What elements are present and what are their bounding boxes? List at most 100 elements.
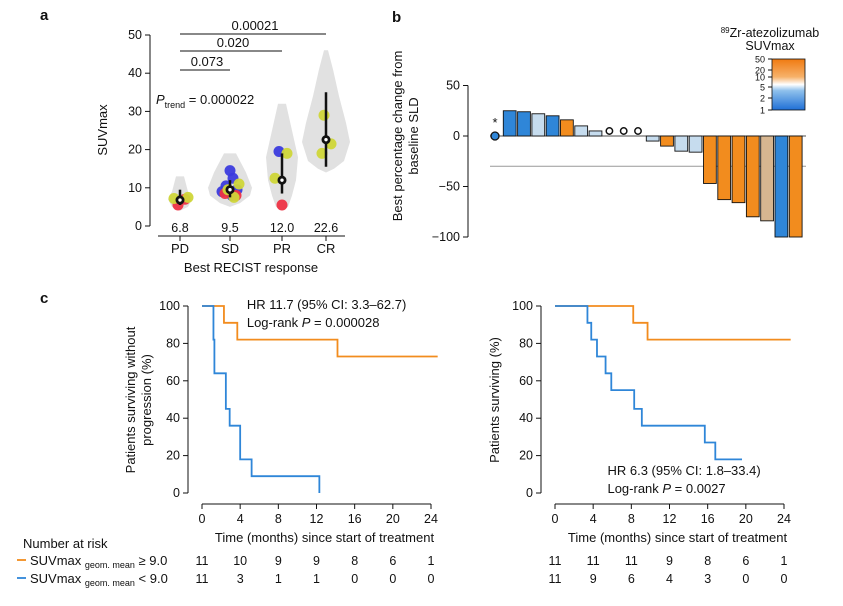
median-marker-center	[280, 178, 284, 182]
at-risk-high-value: 6	[742, 554, 749, 568]
median-label: 9.5	[221, 221, 238, 235]
median-marker-center	[178, 198, 182, 202]
bar	[502, 110, 517, 137]
y-tick-label: 40	[128, 66, 142, 80]
x-axis-label: Best RECIST response	[184, 260, 318, 275]
at-risk-low-value: 0	[781, 572, 788, 586]
x-axis-label: Time (months) since start of treatment	[568, 530, 788, 545]
colorbar-tick-label: 5	[760, 83, 765, 93]
y-tick-label: 10	[128, 181, 142, 195]
bar	[731, 135, 746, 204]
bar	[588, 130, 603, 137]
y-tick-label: −50	[439, 180, 460, 194]
data-point	[276, 199, 288, 211]
at-risk-high-value: 11	[625, 554, 638, 568]
at-risk-low-value: 0	[389, 572, 396, 586]
x-tick-label: 16	[701, 512, 715, 526]
km-curve-blue	[202, 305, 321, 493]
bar	[645, 135, 660, 142]
bar	[517, 111, 531, 137]
hr-annotation: HR 11.7 (95% CI: 3.3–62.7)	[247, 297, 406, 312]
y-axis-label: baseline SLD	[406, 97, 421, 174]
at-risk-legend-label: SUVmax geom. mean < 9.0	[30, 571, 168, 588]
y-tick-label: 100	[159, 299, 180, 313]
at-risk-low-value: 6	[628, 572, 635, 586]
y-axis-label: Patients surviving without	[123, 326, 138, 473]
data-point	[233, 178, 245, 190]
colorbar	[771, 58, 806, 111]
y-tick-label: 0	[526, 486, 533, 500]
y-tick-label: 0	[173, 486, 180, 500]
colorbar-tick-label: 20	[755, 66, 765, 76]
legend-title: 89Zr-atezolizumab	[721, 26, 820, 40]
x-tick-label: 0	[552, 512, 559, 526]
at-risk-high-value: 8	[704, 554, 711, 568]
median-label: 22.6	[314, 221, 338, 235]
at-risk-high-value: 1	[781, 554, 788, 568]
y-tick-label: 60	[166, 374, 180, 388]
open-circle-marker	[605, 127, 614, 135]
at-risk-high-value: 8	[351, 554, 358, 568]
bar	[560, 119, 574, 137]
at-risk-low-value: 0	[428, 572, 435, 586]
at-risk-high-value: 11	[549, 554, 562, 568]
bar	[788, 135, 803, 238]
x-tick-label: 4	[237, 512, 244, 526]
x-tick-label: 24	[777, 512, 791, 526]
y-tick-label: −100	[432, 230, 460, 244]
at-risk-low-value: 0	[351, 572, 358, 586]
y-tick-label: 40	[519, 411, 533, 425]
bar	[574, 125, 589, 137]
at-risk-low-value: 3	[704, 572, 711, 586]
x-tick-label: 20	[386, 512, 400, 526]
y-tick-label: 50	[128, 28, 142, 42]
comparison-p-value: 0.00021	[232, 18, 279, 33]
y-tick-label: 0	[453, 129, 460, 143]
x-tick-label: PR	[273, 241, 291, 256]
at-risk-legend-label: SUVmax geom. mean ≥ 9.0	[30, 553, 167, 570]
bar	[717, 135, 732, 201]
at-risk-title: Number at risk	[23, 536, 108, 551]
y-tick-label: 20	[166, 449, 180, 463]
y-axis-label: progression (%)	[139, 354, 154, 446]
at-risk-low-value: 4	[666, 572, 673, 586]
at-risk-low-value: 3	[237, 572, 244, 586]
y-axis-label: SUVmax	[95, 104, 110, 156]
at-risk-low-value: 11	[196, 572, 209, 586]
median-label: 12.0	[270, 221, 294, 235]
y-tick-label: 80	[519, 336, 533, 350]
legend-title: SUVmax	[745, 39, 795, 53]
x-tick-label: 8	[275, 512, 282, 526]
median-marker-center	[324, 137, 328, 142]
km-curve-orange	[202, 305, 438, 358]
at-risk-high-value: 11	[587, 554, 600, 568]
at-risk-low-value: 0	[742, 572, 749, 586]
bar	[760, 135, 774, 222]
at-risk-high-value: 9	[313, 554, 320, 568]
at-risk-high-value: 11	[196, 554, 209, 568]
data-point	[490, 131, 500, 141]
y-tick-label: 20	[519, 449, 533, 463]
median-label: 6.8	[171, 221, 188, 235]
y-tick-label: 30	[128, 104, 142, 118]
at-risk-high-value: 9	[275, 554, 282, 568]
data-point	[281, 147, 293, 159]
km-curve-blue	[555, 305, 743, 461]
bar	[531, 113, 546, 137]
y-axis-label: Patients surviving (%)	[487, 337, 502, 463]
x-tick-label: 20	[739, 512, 753, 526]
x-tick-label: 8	[628, 512, 635, 526]
data-point	[318, 109, 330, 121]
bar	[774, 135, 789, 238]
at-risk-low-value: 9	[590, 572, 597, 586]
open-circle-marker	[619, 127, 628, 135]
at-risk-low-value: 11	[549, 572, 562, 586]
p-trend-label: Ptrend = 0.000022	[156, 92, 254, 110]
at-risk-low-value: 1	[313, 572, 320, 586]
y-tick-label: 40	[166, 411, 180, 425]
chart-b: 50 0 −50 −100 Best percentage change from bas…	[390, 26, 819, 244]
data-point	[182, 191, 194, 203]
